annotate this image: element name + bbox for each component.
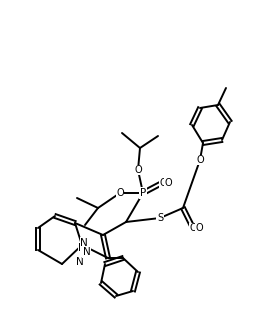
Text: O: O (134, 165, 142, 175)
Text: N: N (80, 238, 88, 248)
Text: S: S (157, 213, 163, 223)
Text: O: O (116, 188, 124, 198)
Text: S: S (157, 213, 163, 223)
Text: P: P (140, 188, 146, 198)
Text: O: O (189, 223, 197, 233)
Text: O: O (116, 188, 124, 198)
Text: N: N (83, 247, 90, 257)
Text: O: O (164, 178, 172, 188)
Text: O: O (196, 155, 204, 165)
Text: O: O (196, 155, 204, 165)
Text: O: O (195, 223, 203, 233)
Text: N: N (78, 243, 86, 253)
Text: O: O (159, 178, 167, 188)
Text: N: N (76, 257, 84, 267)
Text: O: O (134, 165, 142, 175)
Text: P: P (140, 188, 146, 198)
